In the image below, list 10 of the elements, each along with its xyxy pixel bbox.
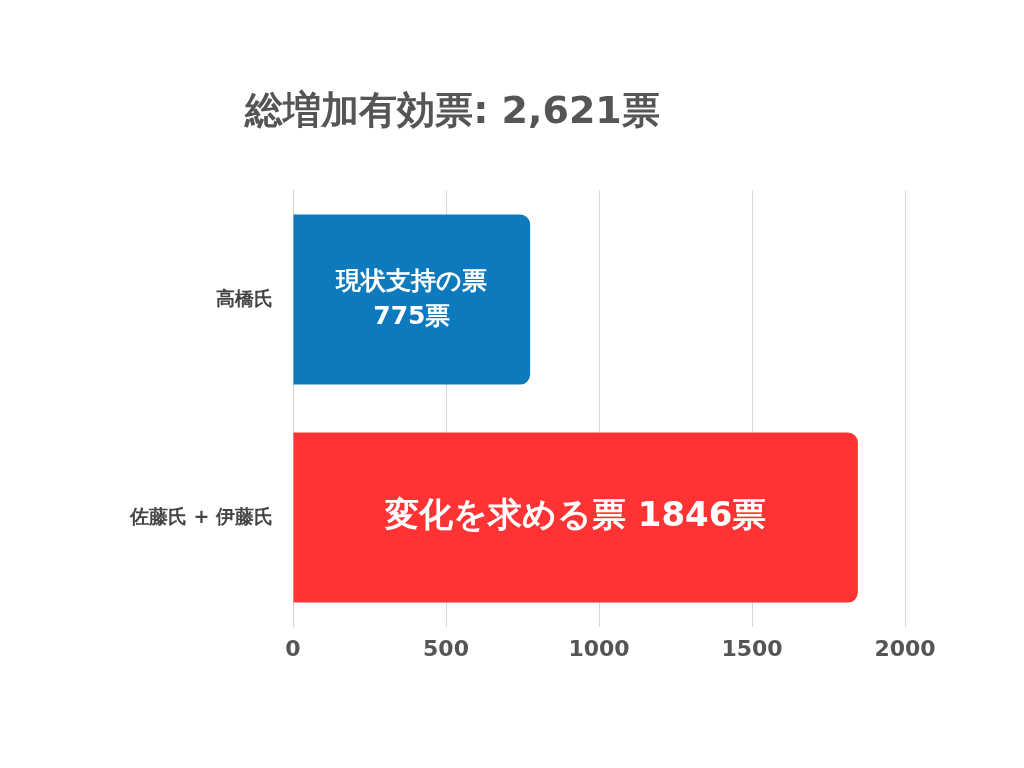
chart-title: 総増加有効票: 2,621票 <box>244 87 660 132</box>
x-tick-label: 1000 <box>568 635 630 661</box>
x-tick-label: 1500 <box>721 635 783 661</box>
x-tick-label: 2000 <box>874 635 936 661</box>
x-tick-label: 500 <box>423 635 469 661</box>
data-label: 現状支持の票 775票 <box>335 265 488 330</box>
y-tick-label: 高橋氏 <box>216 286 273 309</box>
data-label: 変化を求める票 1846票 <box>383 494 767 535</box>
x-tick-label: 0 <box>285 635 301 661</box>
y-tick-label: 佐藤氏 + 伊藤氏 <box>128 504 273 527</box>
